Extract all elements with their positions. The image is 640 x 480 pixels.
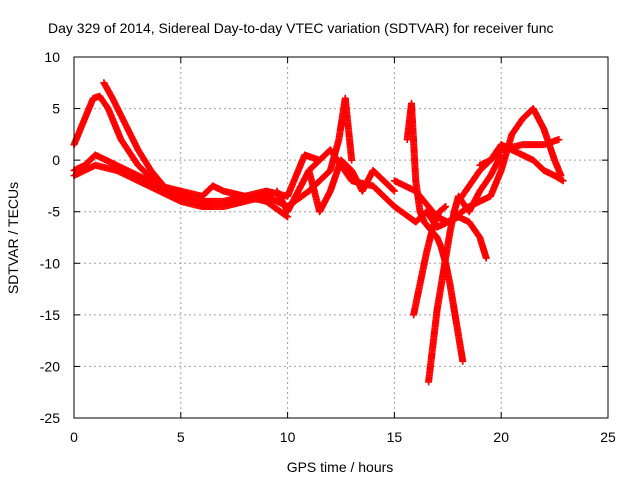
data-point: [555, 136, 563, 144]
axis-ticks: 0 5 10 15 20 25 10 5 0 -5 -10 -15 -20 -25: [40, 49, 616, 445]
x-tick-label: 5: [177, 429, 185, 445]
y-tick-label: 5: [52, 101, 60, 117]
y-tick-label: -25: [40, 410, 60, 426]
data-point: [441, 203, 449, 211]
data-marks: [70, 79, 567, 386]
x-tick-label: 20: [493, 429, 509, 445]
x-tick-label: 15: [387, 429, 403, 445]
data-point: [348, 156, 356, 164]
x-tick-label: 25: [600, 429, 616, 445]
series-arc-5: [273, 156, 398, 216]
y-tick-label: -5: [48, 204, 61, 220]
y-axis-label: SDTVAR / TECUs: [5, 182, 21, 294]
data-point: [442, 203, 450, 211]
x-tick-label: 10: [280, 429, 296, 445]
data-point: [459, 357, 467, 365]
chart-title: Day 329 of 2014, Sidereal Day-to-day VTE…: [48, 20, 554, 36]
y-tick-label: -20: [40, 358, 60, 374]
y-tick-label: -15: [40, 307, 60, 323]
data-point: [559, 177, 567, 185]
x-tick-label: 0: [70, 429, 78, 445]
series-arc-11: [444, 105, 565, 226]
x-axis-label: GPS time / hours: [287, 459, 394, 475]
y-tick-label: 10: [44, 49, 60, 65]
y-tick-label: 0: [52, 152, 60, 168]
series-arc-6: [305, 146, 452, 231]
plot-frame: [73, 56, 609, 419]
series-arc-3: [70, 151, 324, 200]
y-tick-label: -10: [40, 255, 60, 271]
data-point: [389, 186, 397, 194]
data-point: [482, 254, 490, 262]
series-arc-13: [476, 141, 567, 185]
data-point: [390, 187, 398, 195]
